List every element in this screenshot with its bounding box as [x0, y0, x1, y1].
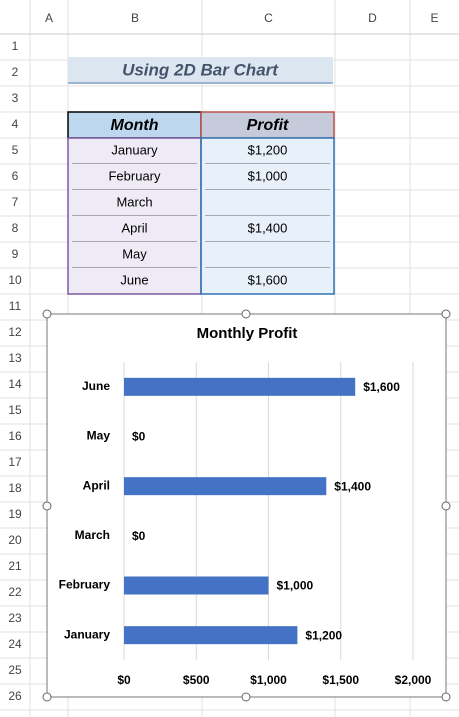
- table-cell: [201, 268, 334, 294]
- row-header-bar: [0, 34, 30, 717]
- cell-text: January: [111, 142, 158, 157]
- cell-text: May: [122, 246, 147, 261]
- row-number: 5: [12, 143, 19, 157]
- table-cell: [201, 190, 334, 216]
- y-tick-label: May: [87, 429, 111, 443]
- title-cell: [68, 57, 333, 83]
- row-number: 23: [8, 611, 22, 625]
- table-cell: [201, 138, 334, 164]
- row-number: 19: [8, 507, 22, 521]
- y-tick-label: March: [75, 528, 110, 542]
- bar: [124, 377, 356, 396]
- data-label: $0: [132, 430, 146, 444]
- data-label: $1,000: [277, 579, 314, 593]
- data-label: $1,200: [305, 628, 342, 642]
- column-letter: C: [264, 11, 273, 25]
- row-number: 25: [8, 663, 22, 677]
- data-label: $0: [132, 529, 146, 543]
- row-number: 16: [8, 429, 22, 443]
- row-number: 24: [8, 637, 22, 651]
- cell-text: February: [108, 168, 161, 183]
- sheet-title: Using 2D Bar Chart: [122, 60, 279, 79]
- chart-title: Monthly Profit: [197, 325, 298, 342]
- x-tick-label: $500: [183, 673, 210, 687]
- data-table: Month Profit January $1,200 February $1,000 Ma…: [67, 111, 335, 295]
- bar: [124, 626, 298, 645]
- row-number: 20: [8, 533, 22, 547]
- y-tick-label: April: [83, 478, 110, 492]
- column-letter: B: [131, 11, 139, 25]
- row-number: 12: [8, 325, 22, 339]
- cell-text: $1,000: [248, 168, 288, 183]
- row-number: 26: [8, 689, 22, 703]
- column-letter: D: [368, 11, 377, 25]
- x-tick-label: $1,500: [322, 673, 359, 687]
- row-number: 13: [8, 351, 22, 365]
- handle[interactable]: [441, 309, 451, 319]
- x-tick-label: $1,000: [250, 673, 287, 687]
- x-tick-label: $0: [117, 673, 131, 687]
- table-cell: [68, 164, 201, 190]
- selection-handles[interactable]: [42, 309, 451, 702]
- chart-plot: $0 $500 $1,000 $1,500 $2,000 January $1,200 Feb…: [59, 362, 432, 687]
- cell-text: $1,200: [248, 142, 288, 157]
- row-number: 9: [12, 247, 19, 261]
- header-cell: [200, 111, 335, 139]
- handle[interactable]: [441, 692, 451, 702]
- handle[interactable]: [241, 309, 251, 319]
- table-cell: [201, 242, 334, 268]
- handle[interactable]: [241, 692, 251, 702]
- table-cell: [68, 138, 201, 164]
- row-number: 21: [8, 559, 22, 573]
- bar: [124, 477, 327, 496]
- row-number: 15: [8, 403, 22, 417]
- header-cell: [67, 111, 202, 139]
- cell-text: $1,600: [248, 272, 288, 287]
- column-letter: A: [45, 11, 53, 25]
- row-number: 11: [9, 299, 22, 313]
- row-number: 18: [8, 481, 22, 495]
- data-label: $1,400: [334, 479, 371, 493]
- table-cell: [68, 190, 201, 216]
- handle[interactable]: [42, 501, 52, 511]
- bar: [124, 576, 269, 595]
- row-number: 6: [12, 169, 19, 183]
- row-number: 3: [12, 91, 19, 105]
- row-number: 22: [8, 585, 22, 599]
- handle[interactable]: [441, 501, 451, 511]
- data-label: $1,600: [363, 380, 400, 394]
- handle[interactable]: [42, 692, 52, 702]
- table-cell: [68, 216, 201, 242]
- header-text: Profit: [247, 117, 289, 134]
- row-number: 7: [12, 195, 19, 209]
- table-cell: [201, 216, 334, 242]
- column-header-bar: [0, 0, 459, 34]
- profit-range-border: [200, 137, 335, 295]
- cell-text: April: [121, 220, 147, 235]
- y-tick-label: February: [59, 578, 111, 592]
- x-tick-label: $2,000: [395, 673, 432, 687]
- table-cell: [68, 242, 201, 268]
- cell-text: June: [120, 272, 148, 287]
- y-tick-label: January: [64, 627, 110, 641]
- column-letter: E: [430, 11, 438, 25]
- row-number: 10: [8, 273, 22, 287]
- header-text: Month: [111, 117, 159, 134]
- cell-text: March: [116, 194, 152, 209]
- cell-text: $1,400: [248, 220, 288, 235]
- row-number: 17: [8, 455, 22, 469]
- handle[interactable]: [42, 309, 52, 319]
- table-cell: [68, 268, 201, 294]
- y-tick-label: June: [82, 379, 110, 393]
- table-cell: [201, 164, 334, 190]
- row-number: 1: [12, 39, 19, 53]
- row-number: 4: [12, 117, 19, 131]
- row-number: 8: [12, 221, 19, 235]
- row-number: 14: [8, 377, 22, 391]
- row-number: 2: [12, 65, 19, 79]
